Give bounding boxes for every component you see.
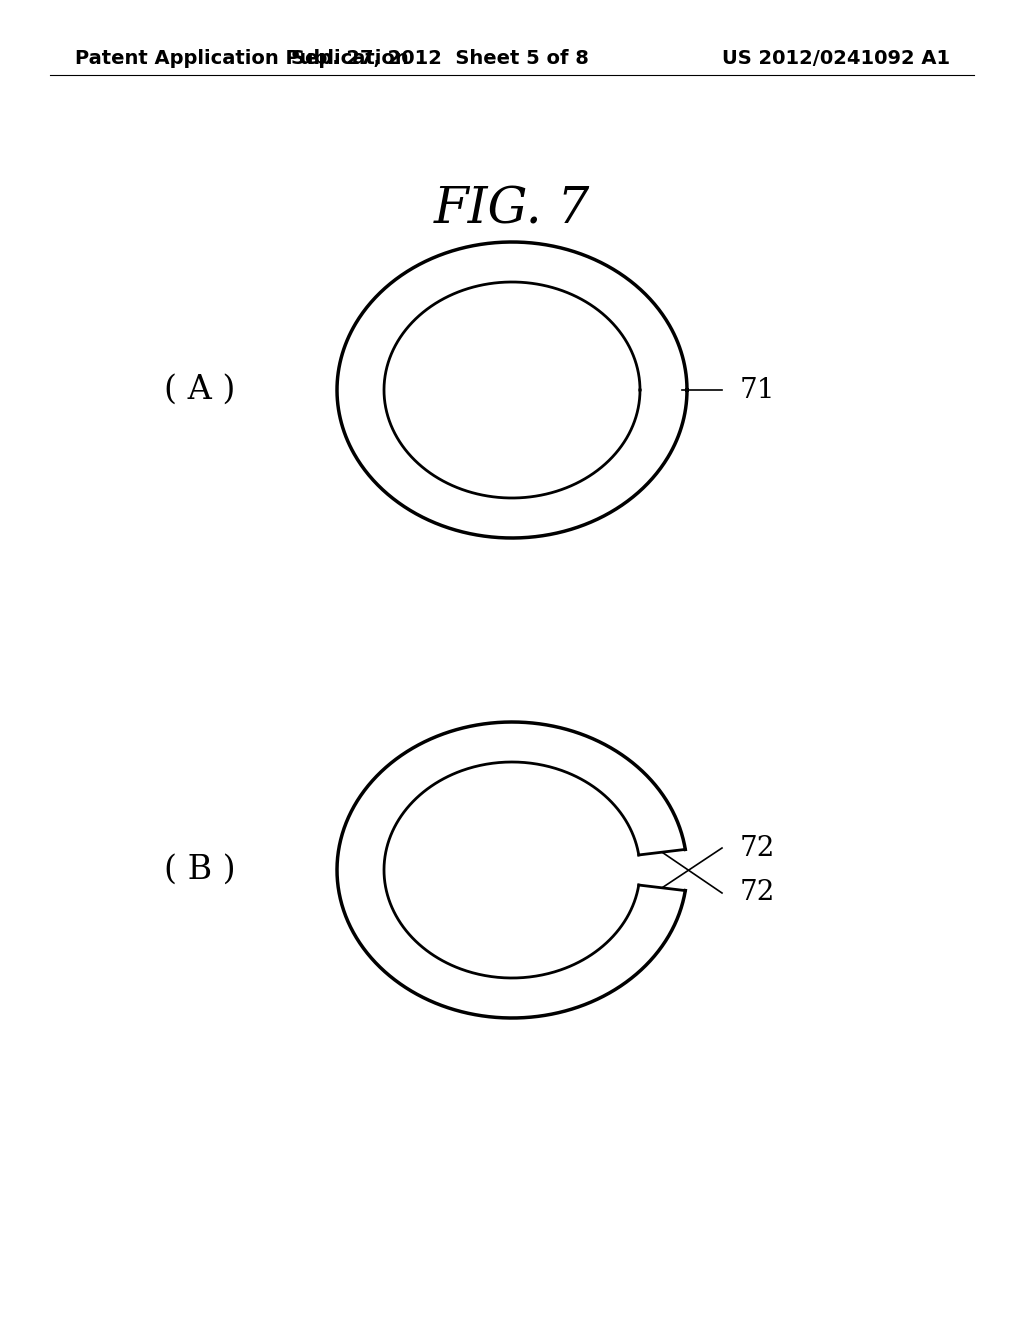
Text: 72: 72 bbox=[740, 834, 775, 862]
Text: 72: 72 bbox=[740, 879, 775, 907]
Text: 71: 71 bbox=[740, 376, 775, 404]
Text: US 2012/0241092 A1: US 2012/0241092 A1 bbox=[722, 49, 950, 67]
Text: Sep. 27, 2012  Sheet 5 of 8: Sep. 27, 2012 Sheet 5 of 8 bbox=[291, 49, 589, 67]
Text: FIG. 7: FIG. 7 bbox=[434, 185, 590, 235]
Text: Patent Application Publication: Patent Application Publication bbox=[75, 49, 409, 67]
Text: ( A ): ( A ) bbox=[164, 374, 236, 407]
Text: ( B ): ( B ) bbox=[164, 854, 236, 886]
